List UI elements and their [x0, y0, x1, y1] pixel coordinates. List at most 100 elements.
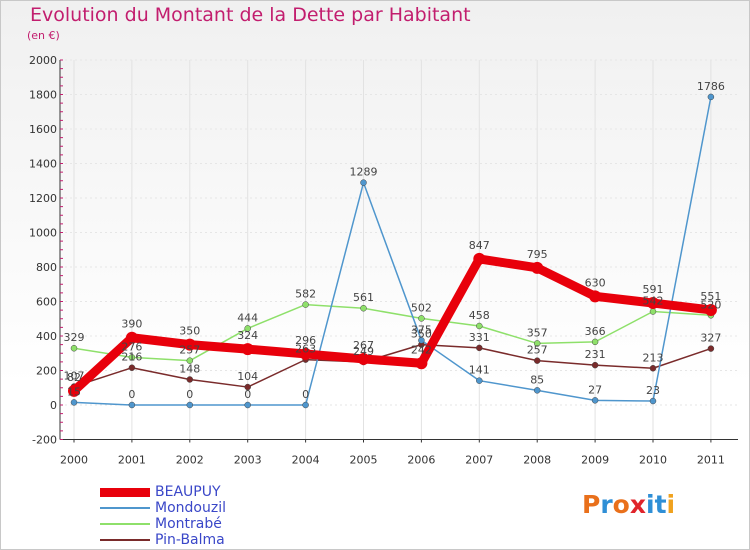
data-point-montrab-: [649, 308, 657, 315]
data-label-mondouzil: 0: [244, 388, 251, 401]
data-label-montrab-: 582: [295, 288, 316, 301]
y-tick-label: 200: [36, 365, 57, 378]
data-point-pin-balma: [533, 357, 541, 364]
proxiti-logo: Proxiti: [582, 490, 675, 519]
data-label-beaupuy: 847: [469, 239, 490, 252]
y-tick-label: 1000: [29, 227, 57, 240]
data-point-mondouzil: [476, 377, 483, 384]
data-label-pin-balma: 216: [121, 351, 142, 364]
data-point-beaupuy: [589, 290, 602, 303]
data-point-pin-balma: [186, 376, 194, 383]
data-label-beaupuy: 795: [527, 248, 548, 261]
y-tick-label: 400: [36, 330, 57, 343]
data-label-beaupuy: 591: [643, 283, 664, 296]
data-point-beaupuy: [241, 343, 254, 356]
series-lines: [68, 93, 717, 409]
logo-letter: r: [600, 490, 613, 519]
x-tick-label: 2001: [118, 454, 146, 467]
x-tick-label: 2005: [350, 454, 378, 467]
data-label-mondouzil: 15: [67, 385, 81, 398]
series-labels: 329 276 257 444 582 561 502 458 357 366 542 520 107 2…: [64, 80, 725, 401]
data-point-montrab-: [128, 354, 136, 361]
x-tick-label: 2006: [407, 454, 435, 467]
x-tick-label: 2008: [523, 454, 551, 467]
data-label-mondouzil: 141: [469, 364, 490, 377]
grid: [60, 59, 738, 440]
x-tick-label: 2007: [465, 454, 493, 467]
data-point-beaupuy: [704, 303, 717, 316]
data-label-beaupuy: 267: [353, 339, 374, 352]
data-label-beaupuy: 296: [295, 334, 316, 347]
y-tick-label: 1400: [29, 158, 57, 171]
data-point-beaupuy: [357, 352, 370, 365]
data-label-mondouzil: 0: [186, 388, 193, 401]
legend-swatch-pin-balma: [100, 539, 150, 541]
data-label-pin-balma: 257: [527, 344, 548, 357]
data-point-mondouzil: [244, 401, 251, 409]
legend-label-beaupuy: BEAUPUY: [155, 484, 221, 500]
data-label-montrab-: 542: [643, 295, 664, 308]
legend-label-mondouzil: Mondouzil: [155, 500, 226, 516]
data-point-montrab-: [476, 322, 483, 330]
x-tick-label: 2011: [697, 454, 725, 467]
x-tick-label: 2000: [60, 454, 88, 467]
legend-swatch-montrabe: [100, 523, 150, 525]
data-point-pin-balma: [591, 361, 599, 369]
legend-swatch-beaupuy: [100, 488, 150, 497]
data-label-montrab-: 502: [411, 301, 432, 314]
y-tick-label: 800: [36, 261, 57, 274]
data-label-beaupuy: 82: [67, 371, 81, 384]
data-point-montrab-: [70, 344, 78, 352]
x-tick-label: 2010: [639, 454, 667, 467]
x-tick-label: 2003: [234, 454, 262, 467]
data-label-montrab-: 458: [469, 309, 490, 322]
data-label-montrab-: 257: [179, 344, 200, 357]
data-point-mondouzil: [707, 93, 715, 101]
data-point-pin-balma: [707, 345, 715, 352]
data-point-mondouzil: [186, 401, 194, 409]
data-point-montrab-: [360, 304, 367, 312]
data-label-mondouzil: 27: [588, 383, 602, 396]
data-label-pin-balma: 104: [237, 370, 258, 383]
data-point-beaupuy: [125, 331, 138, 344]
y-tick-label: 0: [50, 399, 57, 412]
x-tick-label: 2004: [292, 454, 320, 467]
data-point-mondouzil: [70, 399, 78, 406]
data-point-beaupuy: [183, 338, 196, 351]
data-label-mondouzil: 23: [646, 384, 660, 397]
data-label-montrab-: 520: [700, 298, 721, 311]
x-tick-label: 2009: [581, 454, 609, 467]
data-label-beaupuy: 390: [121, 318, 142, 331]
data-point-mondouzil: [591, 397, 599, 404]
data-label-beaupuy: 242: [411, 343, 432, 356]
data-label-mondouzil: 85: [530, 373, 544, 386]
data-label-beaupuy: 551: [700, 290, 721, 303]
y-tick-label: 2000: [29, 54, 57, 67]
data-point-montrab-: [533, 340, 541, 347]
series-line-beaupuy: [69, 254, 716, 396]
data-point-montrab-: [591, 338, 599, 346]
data-label-pin-balma: 213: [643, 351, 664, 364]
y-tick-label: -200: [32, 434, 57, 447]
data-label-pin-balma: 107: [64, 370, 85, 383]
data-point-beaupuy: [299, 347, 312, 360]
y-tick-label: 1800: [29, 89, 57, 102]
data-label-mondouzil: 1289: [350, 166, 378, 179]
logo-letter: x: [629, 490, 646, 519]
data-label-pin-balma: 350: [411, 328, 432, 341]
x-tick-label: 2002: [176, 454, 204, 467]
data-point-beaupuy: [647, 297, 659, 310]
data-point-beaupuy: [415, 357, 428, 370]
legend-label-montrabe: Montrabé: [155, 516, 222, 532]
data-point-pin-balma: [244, 383, 251, 391]
data-point-beaupuy: [68, 384, 80, 397]
data-point-pin-balma: [476, 344, 483, 352]
data-point-mondouzil: [533, 387, 541, 394]
data-label-mondouzil: 0: [302, 388, 309, 401]
data-label-montrab-: 444: [237, 311, 258, 324]
data-label-pin-balma: 148: [179, 362, 200, 375]
data-label-montrab-: 276: [121, 340, 142, 353]
data-point-montrab-: [418, 315, 425, 322]
